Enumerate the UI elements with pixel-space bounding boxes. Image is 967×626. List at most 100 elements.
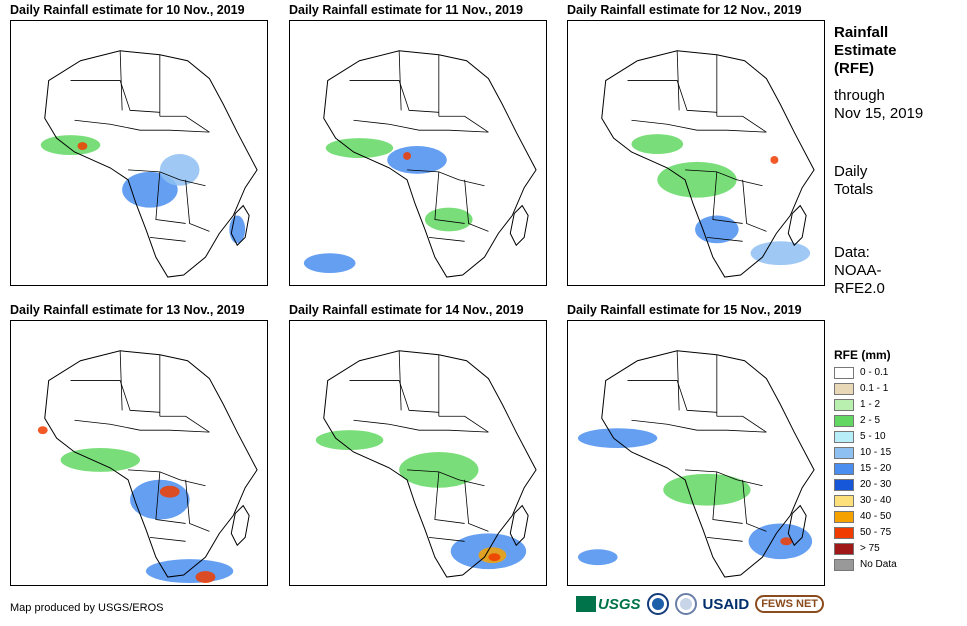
country-border: [742, 479, 767, 532]
legend-swatch: [834, 366, 854, 379]
rainfall-area: [77, 142, 88, 151]
legend-swatch: [834, 462, 854, 475]
country-border: [128, 469, 206, 487]
panel-title-5: Daily Rainfall estimate for 14 Nov., 201…: [289, 303, 524, 317]
map-graphic: [40, 50, 258, 278]
map-graphic: [37, 350, 258, 583]
rainfall-map-6: [567, 320, 825, 586]
rainfall-area: [60, 448, 140, 472]
sidebar-daily-line: Totals: [834, 181, 874, 198]
rainfall-area: [387, 146, 447, 174]
legend-item: 2 - 5: [834, 414, 880, 427]
rainfall-area: [750, 241, 811, 266]
country-border: [712, 471, 743, 524]
africa-outline: [44, 350, 258, 578]
legend-label: 1 - 2: [860, 399, 881, 410]
africa-outline: [323, 350, 537, 578]
rainfall-area: [657, 161, 737, 198]
country-border: [407, 169, 485, 187]
rainfall-area: [40, 135, 101, 155]
country-border: [428, 236, 465, 242]
legend-item: 10 - 15: [834, 446, 891, 459]
legend-item: 1 - 2: [834, 398, 880, 411]
legend-title: RFE (mm): [834, 348, 891, 362]
africa-outline: [323, 50, 537, 278]
country-border: [627, 380, 717, 413]
legend-swatch: [834, 494, 854, 507]
madagascar-outline: [230, 504, 250, 547]
legend-swatch: [834, 510, 854, 523]
country-border: [438, 115, 489, 133]
rainfall-map-1: [10, 20, 268, 286]
country-border: [438, 415, 489, 433]
legend-label: 0.1 - 1: [860, 383, 889, 394]
legend-label: 15 - 20: [860, 463, 892, 474]
legend-swatch: [834, 430, 854, 443]
legend-swatch: [834, 542, 854, 555]
rainfall-area: [424, 207, 473, 232]
rainfall-area: [159, 153, 200, 186]
sidebar-daily-line: Daily: [834, 163, 868, 180]
usgs-logo-text: USGS: [598, 595, 641, 613]
legend-label: > 75: [860, 543, 880, 554]
rainfall-map-4: [10, 320, 268, 586]
map-graphic: [315, 350, 537, 578]
country-border: [398, 350, 402, 411]
country-border: [74, 419, 210, 433]
noaa-logo-icon: [646, 593, 669, 615]
panel-title-4: Daily Rainfall estimate for 13 Nov., 201…: [10, 303, 245, 317]
country-border: [353, 119, 489, 133]
country-border: [349, 80, 439, 113]
country-border: [70, 80, 160, 113]
sidebar-data-line: NOAA-: [834, 262, 882, 279]
madagascar-outline: [787, 204, 807, 247]
map-graphic: [601, 50, 815, 278]
legend-item: 20 - 30: [834, 478, 891, 491]
legend-swatch: [834, 414, 854, 427]
rainfall-area: [122, 171, 178, 208]
rainfall-area: [577, 549, 618, 566]
country-border: [631, 419, 767, 433]
legend-swatch: [834, 478, 854, 491]
rainfall-area: [748, 523, 813, 560]
map-graphic: [303, 50, 537, 278]
sidebar-title-line: Estimate: [834, 42, 897, 59]
country-border: [149, 236, 186, 242]
logo-strip: USGS USAID FEWS NET: [576, 593, 825, 615]
country-border: [631, 119, 767, 133]
rainfall-area: [130, 479, 190, 520]
sidebar-title-line: Rainfall: [834, 24, 889, 41]
rainfall-area: [195, 571, 216, 583]
sidebar-title-line: (RFE): [834, 60, 874, 77]
country-border: [716, 415, 767, 433]
rainfall-area: [159, 485, 180, 498]
rainfall-map-5: [289, 320, 547, 586]
country-border: [119, 50, 123, 111]
legend-label: 30 - 40: [860, 495, 892, 506]
rainfall-area: [37, 426, 48, 435]
sidebar-title: Rainfall Estimate (RFE): [834, 24, 897, 78]
rainfall-map-2: [289, 20, 547, 286]
country-border: [155, 171, 186, 224]
rainfall-area: [488, 553, 501, 562]
legend-label: 40 - 50: [860, 511, 892, 522]
legend-label: 50 - 75: [860, 527, 892, 538]
country-border: [434, 471, 465, 524]
madagascar-outline: [230, 204, 250, 247]
africa-outline: [601, 350, 815, 578]
country-border: [149, 536, 186, 542]
country-border: [712, 171, 743, 224]
madagascar-outline: [509, 204, 529, 247]
fews-net-logo: FEWS NET: [755, 595, 825, 613]
legend-item: No Data: [834, 558, 897, 571]
sidebar-data-line: Data:: [834, 244, 870, 261]
country-border: [627, 80, 717, 113]
legend-item: 30 - 40: [834, 494, 891, 507]
country-border: [676, 350, 680, 411]
legend-label: 2 - 5: [860, 415, 881, 426]
legend-item: > 75: [834, 542, 880, 555]
africa-outline: [601, 50, 815, 278]
rainfall-area: [315, 430, 384, 451]
rainfall-area: [631, 134, 684, 154]
country-border: [70, 380, 160, 413]
